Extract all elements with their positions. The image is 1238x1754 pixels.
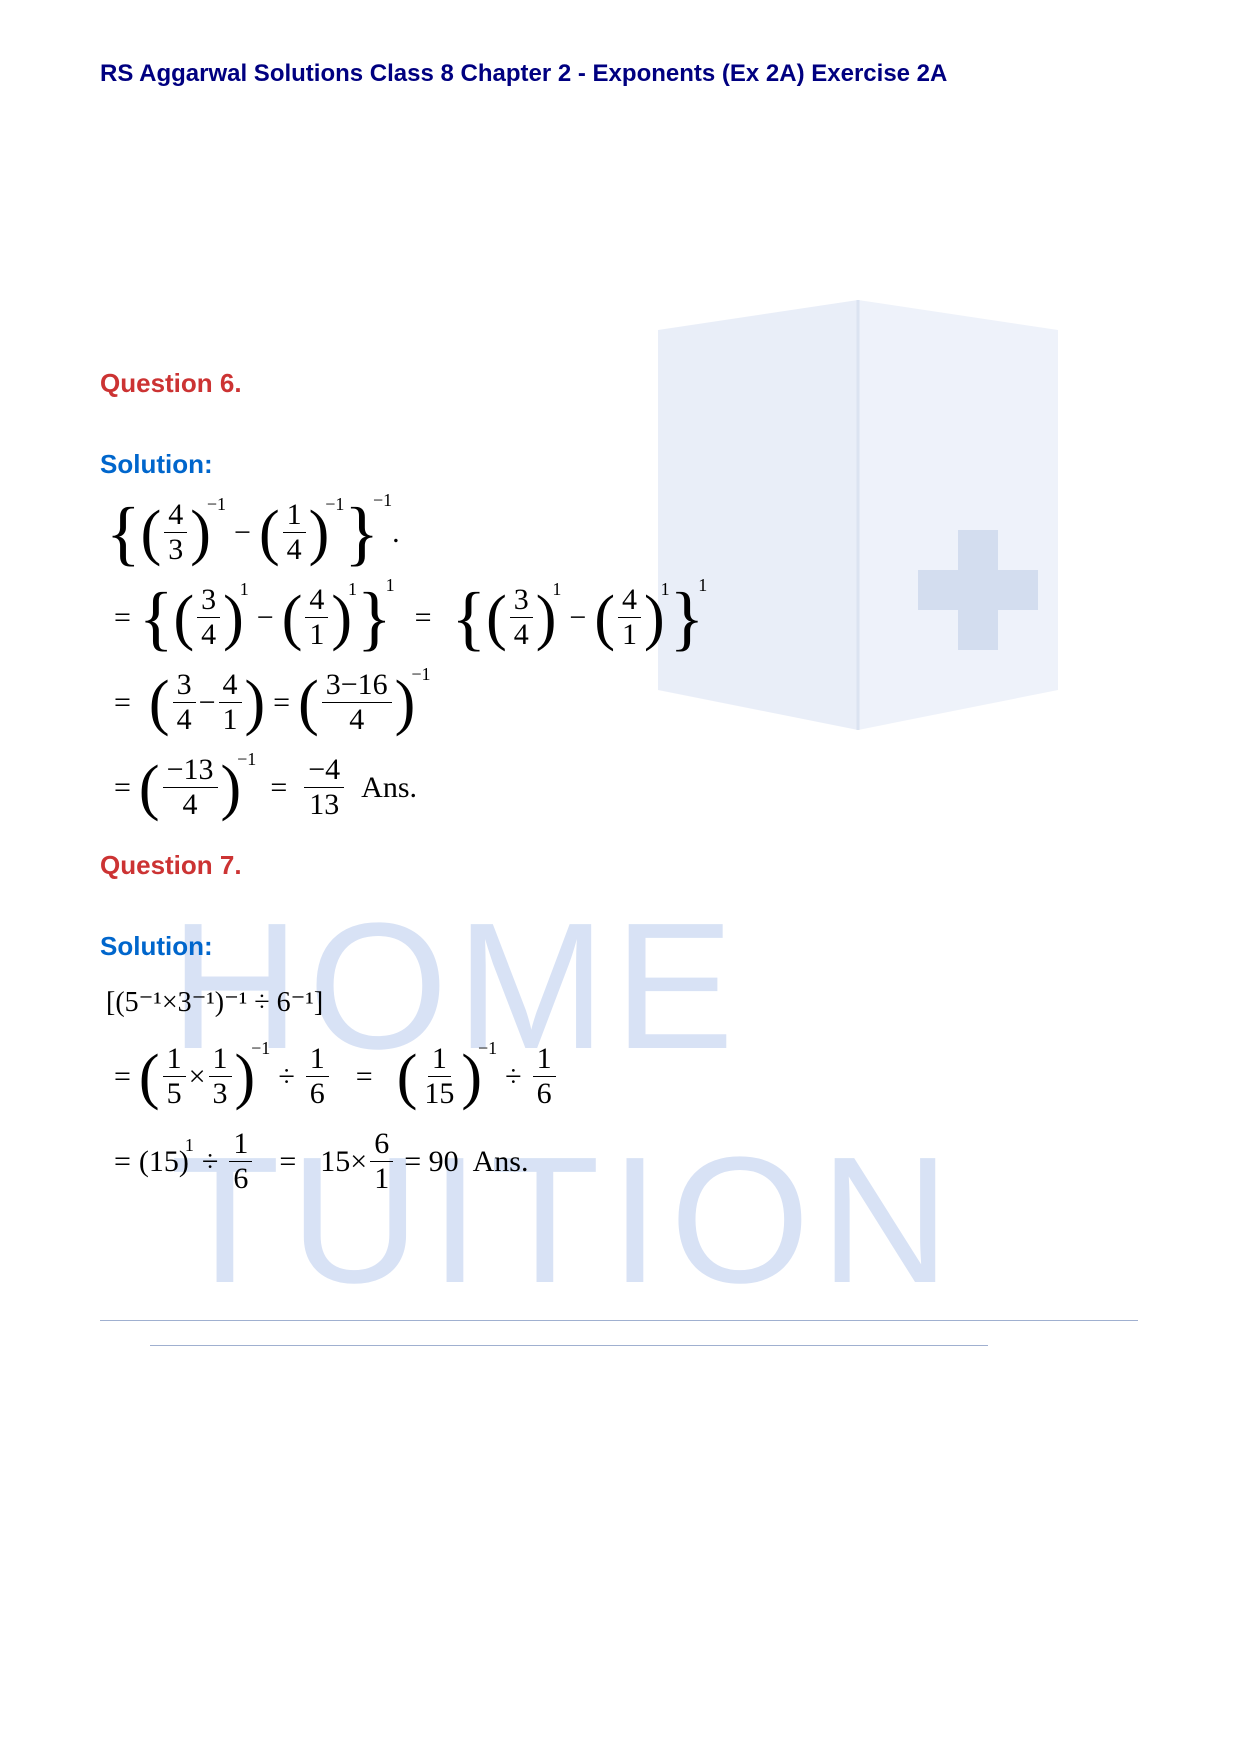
question-6-heading: Question 6. — [100, 368, 1138, 399]
footer-line-1 — [100, 1320, 1138, 1321]
question-7-heading: Question 7. — [100, 850, 1138, 881]
footer-line-2 — [150, 1345, 988, 1346]
q7-math: [(5⁻¹×3⁻¹)⁻¹ ÷ 6⁻¹] = ( 15 × 13 ) −1 ÷ 1… — [106, 982, 1138, 1194]
q7-line1: [(5⁻¹×3⁻¹)⁻¹ ÷ 6⁻¹] — [106, 982, 1138, 1024]
q6-line3: = ( 34 − 41 ) = ( 3−164 ) −1 — [106, 670, 1138, 735]
solution-6-heading: Solution: — [100, 449, 1138, 480]
solution-7-heading: Solution: — [100, 931, 1138, 962]
q7-line2: = ( 15 × 13 ) −1 ÷ 16 = ( 115 ) −1 ÷ 16 — [106, 1044, 1138, 1109]
page-title: RS Aggarwal Solutions Class 8 Chapter 2 … — [100, 60, 1138, 88]
q6-math: { ( 43 ) −1 − ( 14 ) −1 } −1 . = { ( — [106, 500, 1138, 820]
q7-line3: = (15) 1 ÷ 16 = 15× 61 = 90 Ans. — [106, 1129, 1138, 1194]
q6-line4: = ( −134 ) −1 = −413 Ans. — [106, 755, 1138, 820]
page-content: RS Aggarwal Solutions Class 8 Chapter 2 … — [0, 0, 1238, 1274]
q6-line2: = { ( 34 ) 1 − ( 41 ) 1 } 1 = { ( 34 ) — [106, 585, 1138, 650]
q6-line1: { ( 43 ) −1 − ( 14 ) −1 } −1 . — [106, 500, 1138, 565]
